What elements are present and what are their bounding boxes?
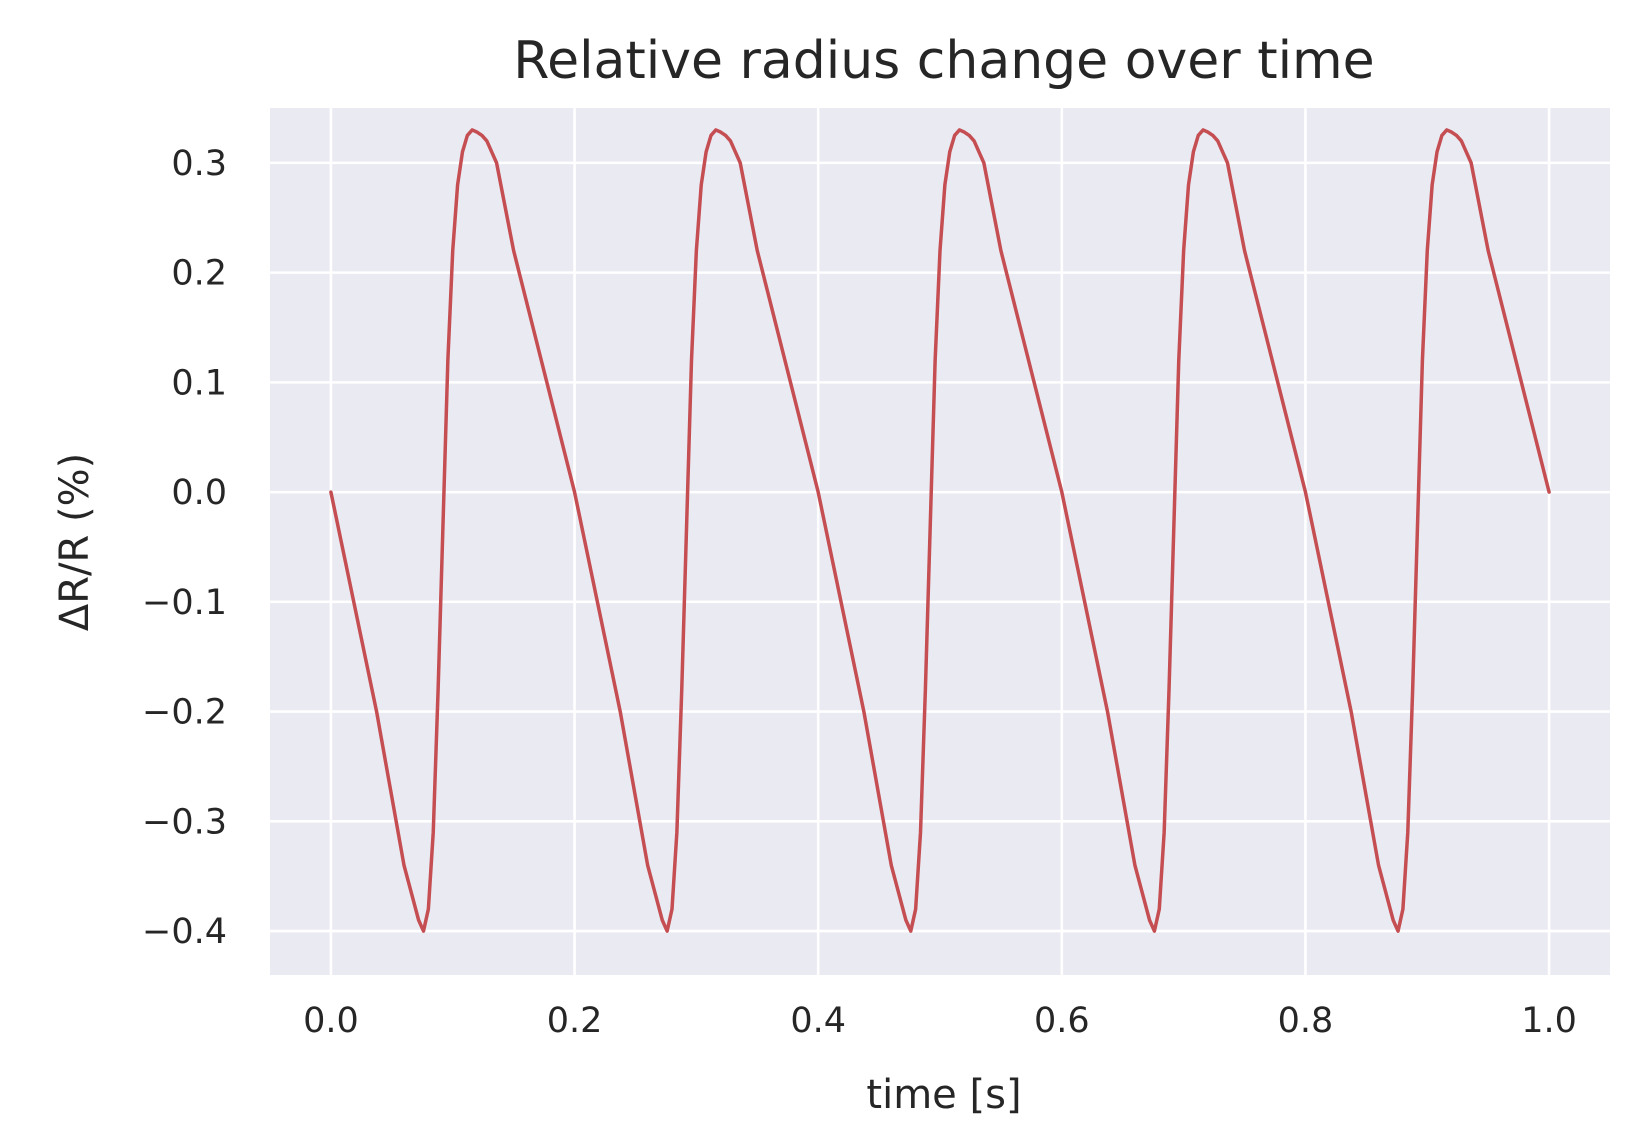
y-tick-label: −0.2 [142,693,227,733]
y-tick-label: −0.4 [142,912,227,952]
x-tick-label: 0.8 [1278,1001,1334,1041]
chart-title: Relative radius change over time [513,31,1374,91]
y-tick-label: 0.2 [171,254,227,294]
x-tick-labels: 0.0 0.2 0.4 0.6 0.8 1.0 [303,1001,1577,1041]
y-axis-label: ΔR/R (%) [52,453,98,631]
y-tick-label: 0.1 [171,363,227,403]
x-grid [329,108,1551,975]
x-tick-label: 0.2 [547,1001,603,1041]
x-tick-label: 1.0 [1521,1001,1577,1041]
x-tick-label: 0.0 [303,1001,359,1041]
y-tick-label: 0.0 [171,473,227,513]
y-grid [270,161,1610,933]
y-tick-label: −0.1 [142,583,227,623]
series-line [329,128,1551,933]
x-tick-label: 0.4 [790,1001,846,1041]
y-tick-label: −0.3 [142,802,227,842]
y-tick-labels: −0.4 −0.3 −0.2 −0.1 0.0 0.1 0.2 0.3 [142,144,227,952]
x-axis-label: time [s] [866,1072,1021,1118]
x-tick-label: 0.6 [1034,1001,1090,1041]
y-tick-label: 0.3 [171,144,227,184]
